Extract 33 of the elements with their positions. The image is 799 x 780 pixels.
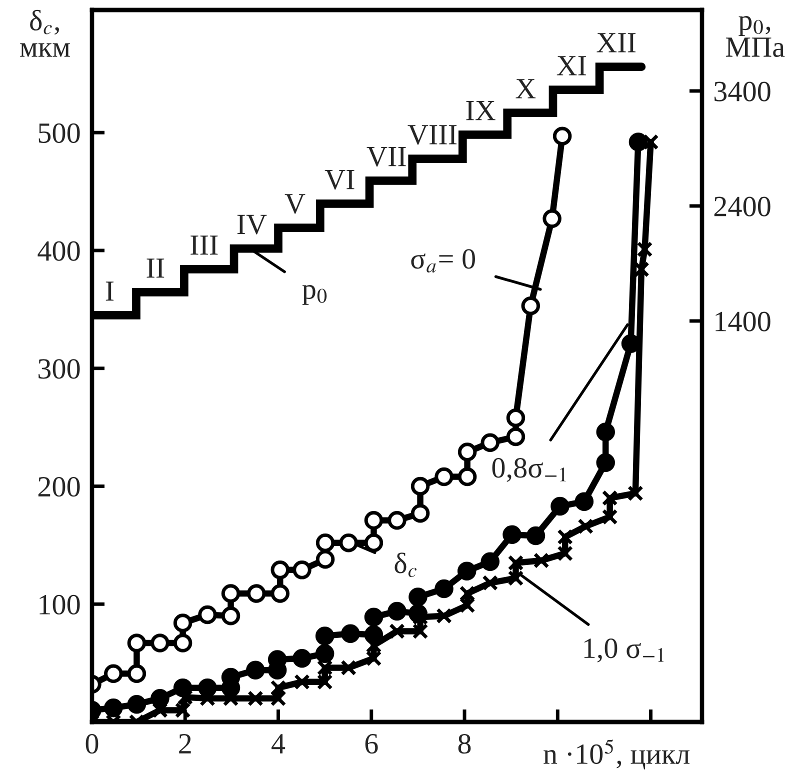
y2-tick-label: 1400 bbox=[716, 312, 770, 332]
y-tick-label: 100 bbox=[40, 594, 80, 615]
x-tick-label: 2 bbox=[179, 734, 191, 754]
x-tick-label: 4 bbox=[272, 734, 286, 754]
annotation: III bbox=[190, 236, 218, 255]
annotation: I bbox=[106, 282, 114, 301]
annotation: IX bbox=[466, 101, 496, 120]
annotation: IV bbox=[237, 214, 267, 234]
y-tick-label: 500 bbox=[38, 123, 80, 144]
annotation: X bbox=[516, 79, 536, 98]
annotation: XI bbox=[556, 56, 586, 76]
y2-tick-label: 2400 bbox=[714, 196, 770, 216]
y-tick-label: 200 bbox=[38, 476, 80, 497]
annotation: σ$_{a}$= 0 bbox=[411, 249, 475, 273]
annotation: XII bbox=[596, 33, 636, 52]
y2-tick-label: 3400 bbox=[714, 82, 770, 102]
y-tick-label: 400 bbox=[38, 241, 80, 261]
annotation: 0,8σ$_{−1}$ bbox=[492, 458, 566, 482]
annotation: VIII bbox=[408, 125, 457, 145]
annotation: 1,0 σ$_{−1}$ bbox=[584, 638, 664, 662]
annotation: V bbox=[284, 194, 306, 214]
x-tick-label: 0 bbox=[86, 734, 98, 754]
x-tick-label: 6 bbox=[365, 734, 378, 754]
y-tick-label: 300 bbox=[38, 359, 80, 379]
annotation: p$_{0}$ bbox=[302, 284, 327, 305]
annotation: II bbox=[146, 258, 164, 278]
y-axis-title: δ$_{c}$, мкм bbox=[20, 10, 70, 57]
annotation: VII bbox=[366, 147, 406, 167]
annotation: δ$_{c}$ bbox=[394, 552, 417, 578]
x-tick-label: 8 bbox=[458, 734, 471, 754]
y2-axis-title: p$_{0}$, МПа bbox=[726, 16, 785, 57]
annotation: VI bbox=[324, 170, 354, 190]
x-axis-title: n ·10$^{5}$, цикл bbox=[544, 739, 690, 770]
